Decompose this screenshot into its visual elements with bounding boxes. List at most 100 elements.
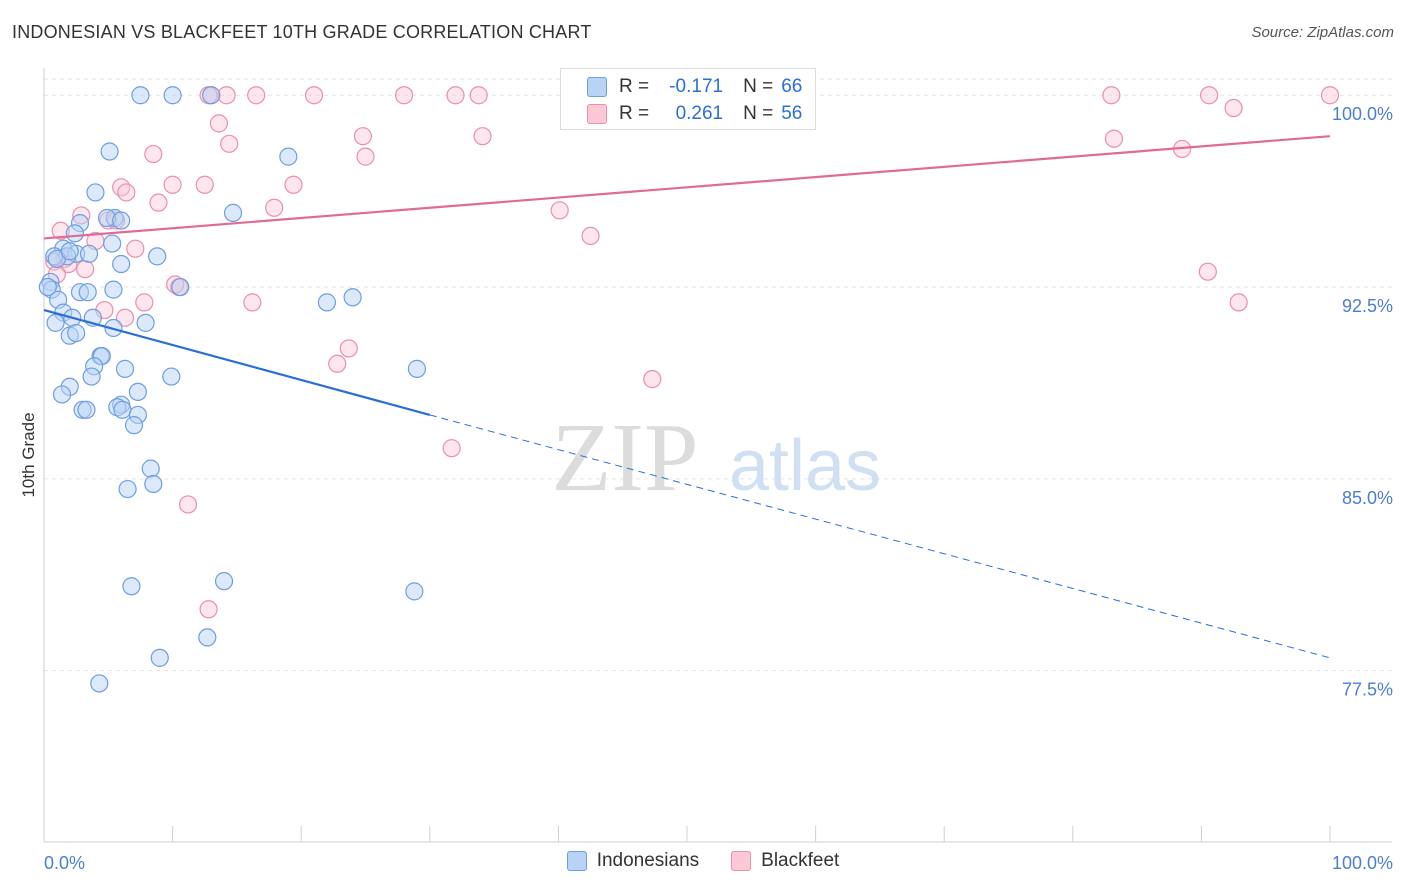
data-point-indonesians <box>79 244 99 263</box>
data-point-indonesians <box>148 247 167 266</box>
data-point-indonesians <box>279 147 298 166</box>
data-point-indonesians <box>112 211 131 230</box>
data-point-indonesians <box>202 86 221 105</box>
data-point-blackfeet <box>1104 129 1124 148</box>
r-label: R = <box>619 76 650 97</box>
data-point-blackfeet <box>195 175 214 194</box>
data-point-indonesians <box>171 277 190 297</box>
data-point-blackfeet <box>1200 86 1219 105</box>
y-axis-label: 10th Grade <box>19 412 38 497</box>
data-point-blackfeet <box>115 308 135 327</box>
data-point-blackfeet <box>76 260 95 279</box>
data-point-indonesians <box>67 323 86 343</box>
watermark-zip: ZIP <box>552 404 699 512</box>
data-point-blackfeet <box>446 86 465 105</box>
data-point-blackfeet <box>117 183 136 202</box>
n-label: N = <box>743 103 774 124</box>
data-point-blackfeet <box>247 86 266 105</box>
data-point-blackfeet <box>209 114 228 133</box>
data-point-indonesians <box>77 400 96 419</box>
axes <box>43 68 1392 843</box>
data-point-blackfeet <box>353 127 373 146</box>
y-tick-label: 77.5% <box>1342 680 1393 700</box>
y-tick-label: 100.0% <box>1332 104 1393 124</box>
data-point-blackfeet <box>243 293 262 312</box>
data-point-blackfeet <box>135 293 154 312</box>
data-point-indonesians <box>124 416 144 435</box>
data-point-indonesians <box>104 280 123 299</box>
data-point-indonesians <box>214 572 234 591</box>
data-point-blackfeet <box>442 439 461 458</box>
data-point-blackfeet <box>469 86 488 105</box>
data-point-indonesians <box>131 86 150 105</box>
stats-row-indonesians: R = -0.171 N = 66 <box>587 74 802 100</box>
data-point-indonesians <box>103 234 122 253</box>
n-value: 66 <box>781 76 803 97</box>
data-point-blackfeet <box>163 175 182 194</box>
tick-labels: 100.0% 92.5% 85.0% 77.5% 0.0% 100.0% <box>44 104 1393 873</box>
legend-item-blackfeet[interactable]: Blackfeet <box>731 850 839 872</box>
data-point-indonesians <box>60 242 79 261</box>
data-point-blackfeet <box>1320 86 1340 105</box>
data-point-blackfeet <box>265 198 284 217</box>
data-point-indonesians <box>90 674 109 693</box>
data-point-blackfeet <box>284 175 303 194</box>
data-point-indonesians <box>144 474 163 494</box>
data-point-indonesians <box>82 367 101 386</box>
data-point-indonesians <box>112 254 131 274</box>
legend-item-indonesians[interactable]: Indonesians <box>566 850 699 872</box>
data-point-indonesians <box>163 86 182 105</box>
data-point-blackfeet <box>1102 86 1121 105</box>
data-point-indonesians <box>86 183 105 202</box>
data-point-blackfeet <box>356 147 375 166</box>
data-point-blackfeet <box>328 354 347 373</box>
trend-lines <box>43 135 1331 659</box>
data-point-blackfeet <box>581 226 600 246</box>
source-label: Source: ZipAtlas.com <box>1251 24 1394 41</box>
swatch-blackfeet <box>587 104 607 124</box>
data-point-indonesians <box>115 359 135 378</box>
data-point-blackfeet <box>178 495 198 514</box>
data-point-indonesians <box>162 367 181 386</box>
trend-line-indonesians <box>43 309 431 416</box>
chart-title: INDONESIAN VS BLACKFEET 10TH GRADE CORRE… <box>12 22 592 42</box>
data-point-indonesians <box>100 142 119 161</box>
watermark-atlas: atlas <box>729 426 881 506</box>
swatch-indonesians <box>566 851 587 871</box>
data-point-blackfeet <box>217 86 236 105</box>
data-point-indonesians <box>78 283 97 302</box>
data-point-blackfeet <box>550 201 569 220</box>
data-point-indonesians <box>113 400 132 419</box>
data-point-indonesians <box>198 628 217 647</box>
y-tick-label: 92.5% <box>1342 296 1393 316</box>
data-point-indonesians <box>407 359 427 378</box>
y-tick-label: 85.0% <box>1342 488 1393 508</box>
data-point-blackfeet <box>149 193 168 212</box>
stats-legend: R = -0.171 N = 66 R = 0.261 N = 56 <box>560 68 816 130</box>
series-indonesians <box>38 86 427 693</box>
data-point-indonesians <box>223 203 243 222</box>
n-value: 56 <box>781 103 803 124</box>
data-point-blackfeet <box>394 86 414 105</box>
data-point-blackfeet <box>473 127 492 146</box>
x-tick-label-right: 100.0% <box>1332 853 1393 873</box>
data-point-indonesians <box>317 293 337 312</box>
n-label: N = <box>743 76 774 97</box>
data-point-indonesians <box>38 277 57 297</box>
x-tick-label-left: 0.0% <box>44 853 85 873</box>
stats-row-blackfeet: R = 0.261 N = 56 <box>587 101 802 127</box>
watermark: ZIP atlas <box>552 404 882 512</box>
data-point-blackfeet <box>339 339 358 358</box>
data-point-blackfeet <box>643 370 662 389</box>
data-point-blackfeet <box>126 239 145 258</box>
series-blackfeet <box>45 86 1340 619</box>
data-point-indonesians <box>46 313 65 332</box>
data-point-blackfeet <box>220 134 239 153</box>
data-point-indonesians <box>343 288 362 307</box>
trend-line-blackfeet <box>43 135 1331 240</box>
data-point-indonesians <box>118 479 137 499</box>
data-point-indonesians <box>128 382 147 402</box>
data-point-indonesians <box>136 313 155 332</box>
gridlines <box>44 78 1392 672</box>
